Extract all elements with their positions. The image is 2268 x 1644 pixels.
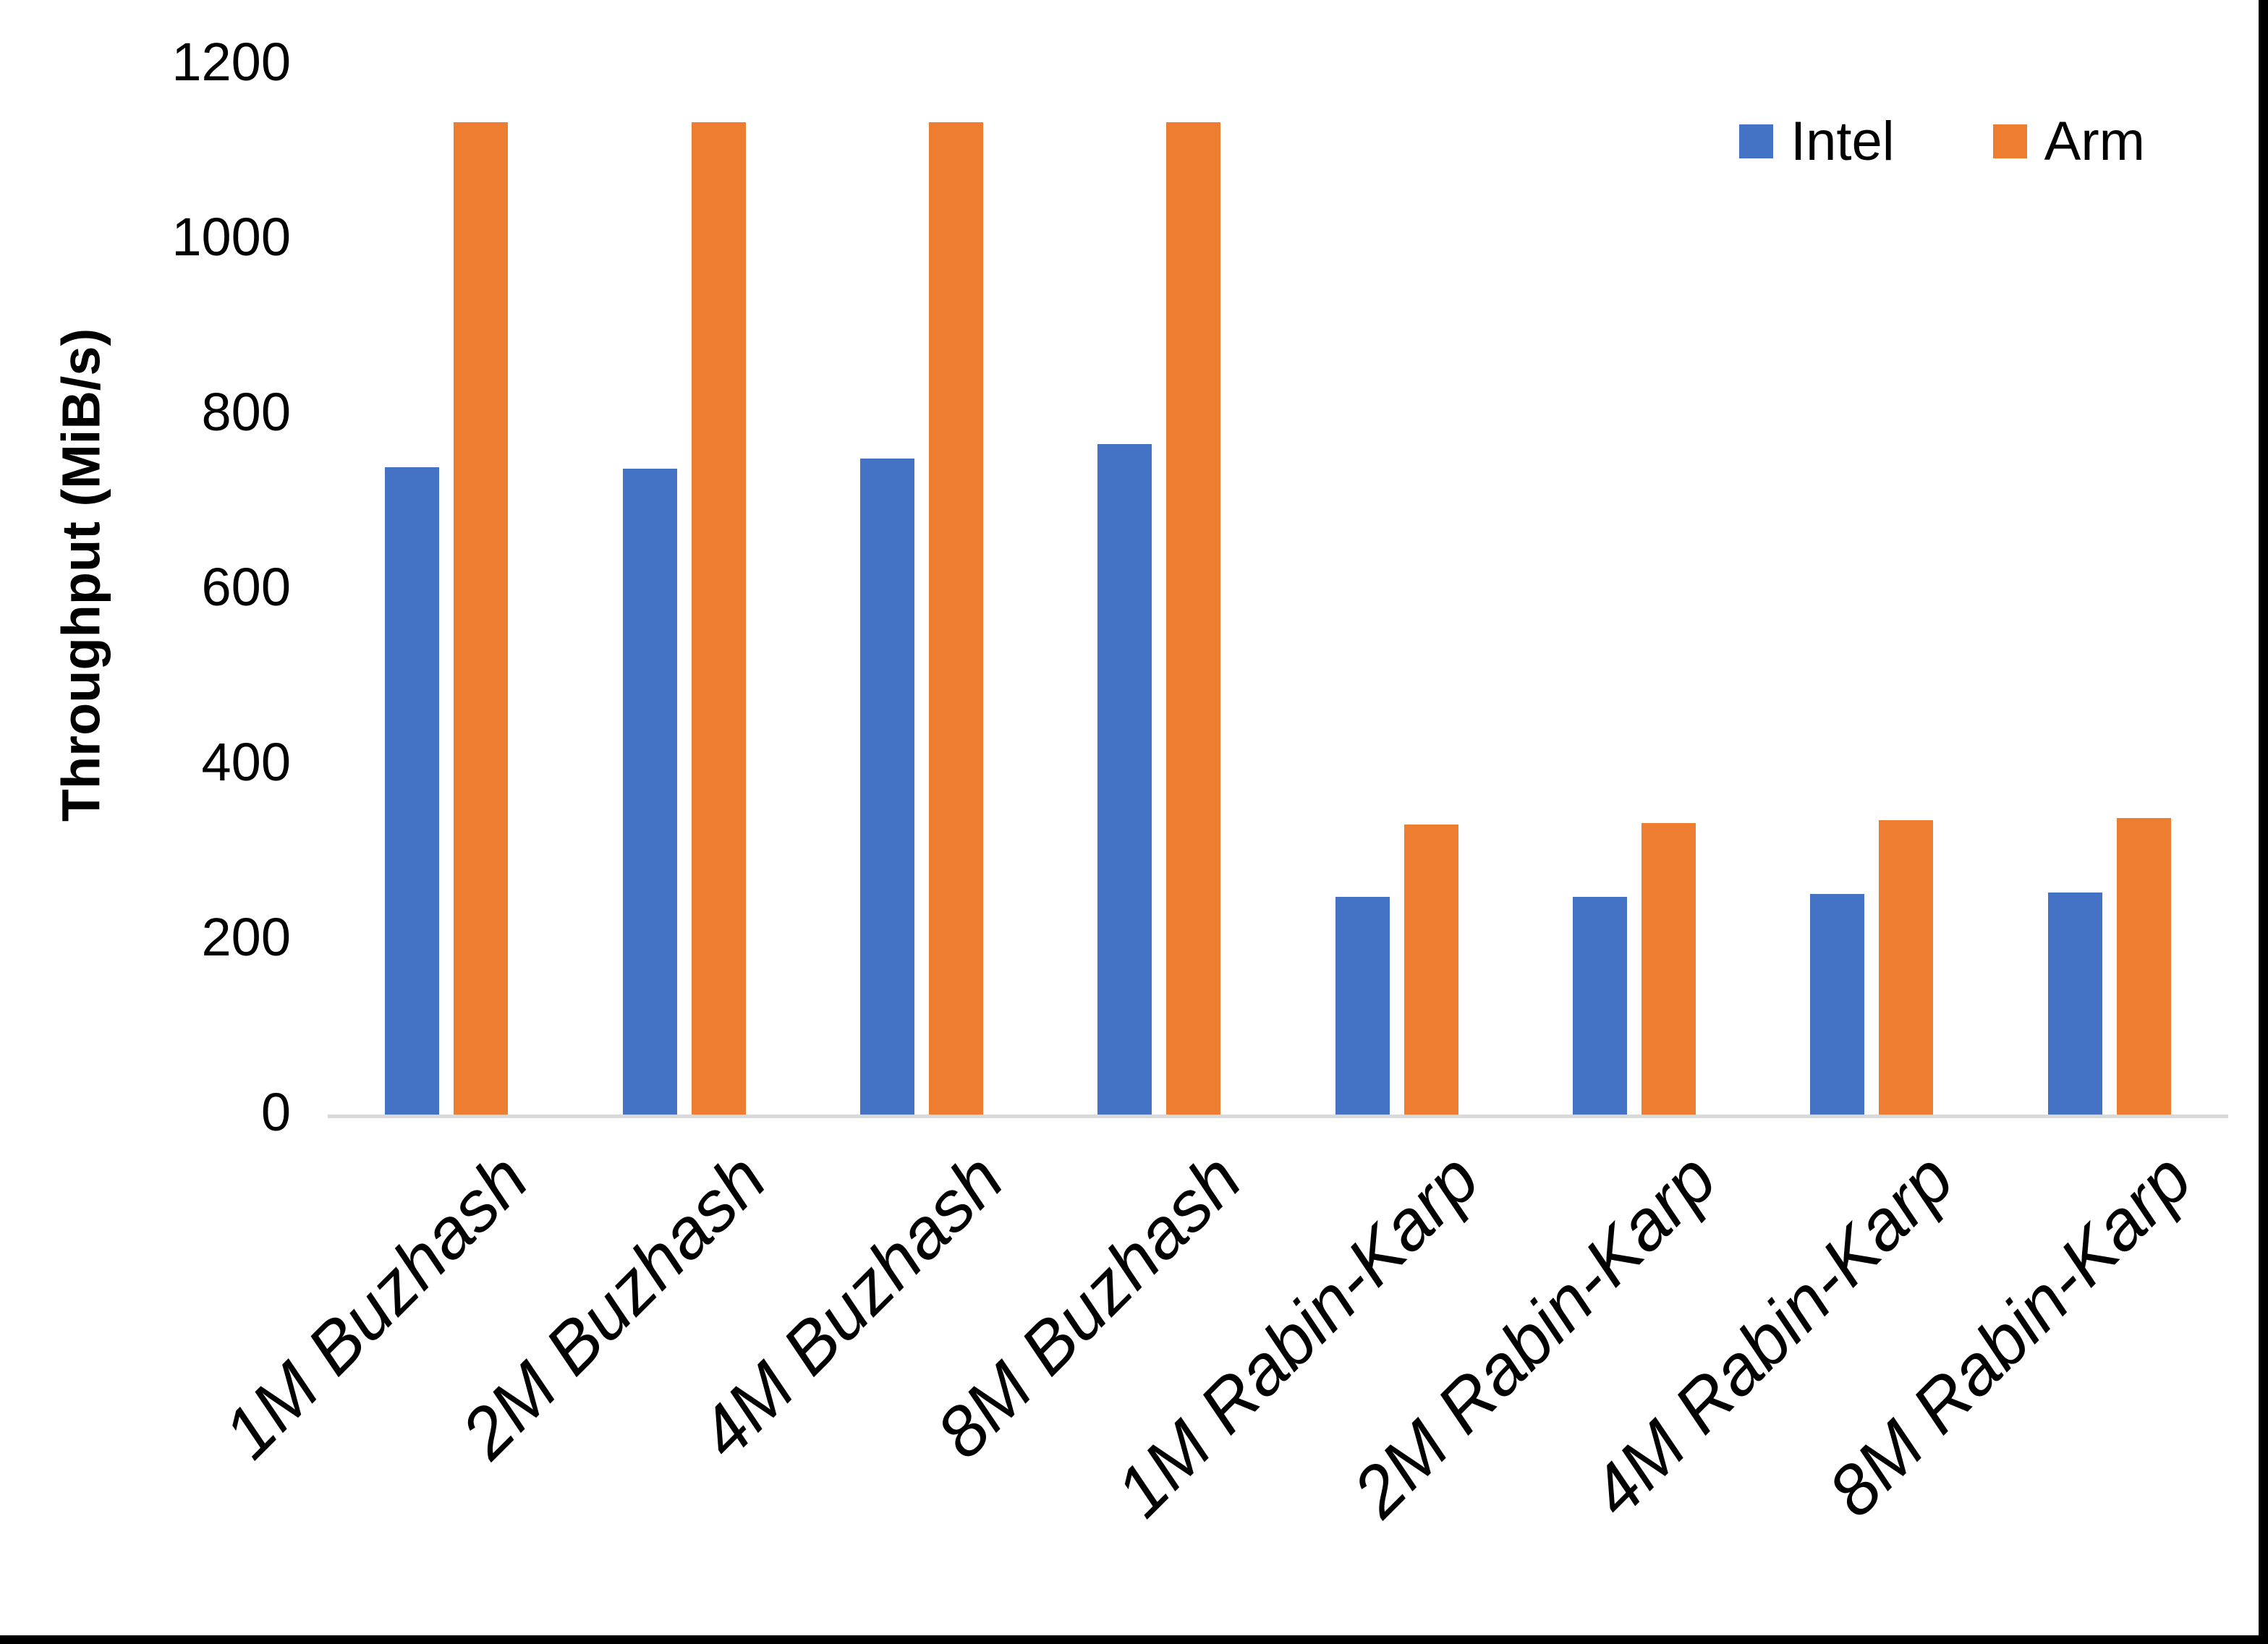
figure-border-right	[2259, 0, 2268, 1644]
legend-swatch-intel	[1739, 124, 1773, 158]
bar-arm-8m-rabin-karp	[2116, 817, 2171, 1115]
bar-intel-4m-rabin-karp	[1810, 894, 1865, 1115]
bar-arm-1m-buzhash	[454, 122, 509, 1115]
bar-arm-2m-buzhash	[691, 122, 746, 1115]
bar-arm-4m-rabin-karp	[1879, 820, 1934, 1115]
y-tick-1200: 1200	[171, 32, 291, 93]
y-tick-600: 600	[201, 557, 291, 618]
bar-intel-4m-buzhash	[859, 458, 914, 1115]
y-tick-800: 800	[201, 382, 291, 443]
bar-arm-4m-buzhash	[928, 122, 983, 1115]
legend-swatch-arm	[1992, 124, 2027, 158]
bar-intel-8m-rabin-karp	[2047, 892, 2102, 1115]
y-tick-400: 400	[201, 732, 291, 793]
y-tick-1000: 1000	[171, 207, 291, 268]
bar-arm-8m-buzhash	[1166, 122, 1221, 1115]
x-axis-line	[328, 1115, 2228, 1118]
bar-arm-1m-rabin-karp	[1403, 825, 1458, 1115]
bar-intel-8m-buzhash	[1097, 444, 1152, 1115]
bar-arm-2m-rabin-karp	[1641, 823, 1696, 1115]
legend-label-intel: Intel	[1791, 111, 1895, 172]
bar-intel-1m-buzhash	[385, 467, 440, 1115]
bar-intel-1m-rabin-karp	[1335, 896, 1390, 1115]
y-tick-0: 0	[260, 1082, 291, 1143]
y-axis-title: Throughput (MiB/s)	[51, 328, 111, 822]
legend-label-arm: Arm	[2044, 111, 2145, 172]
bar-intel-2m-buzhash	[622, 469, 677, 1115]
bar-intel-2m-rabin-karp	[1573, 896, 1628, 1115]
legend: Intel Arm	[1739, 110, 2145, 173]
y-tick-200: 200	[201, 907, 291, 968]
figure-border-bottom	[0, 1635, 2268, 1644]
